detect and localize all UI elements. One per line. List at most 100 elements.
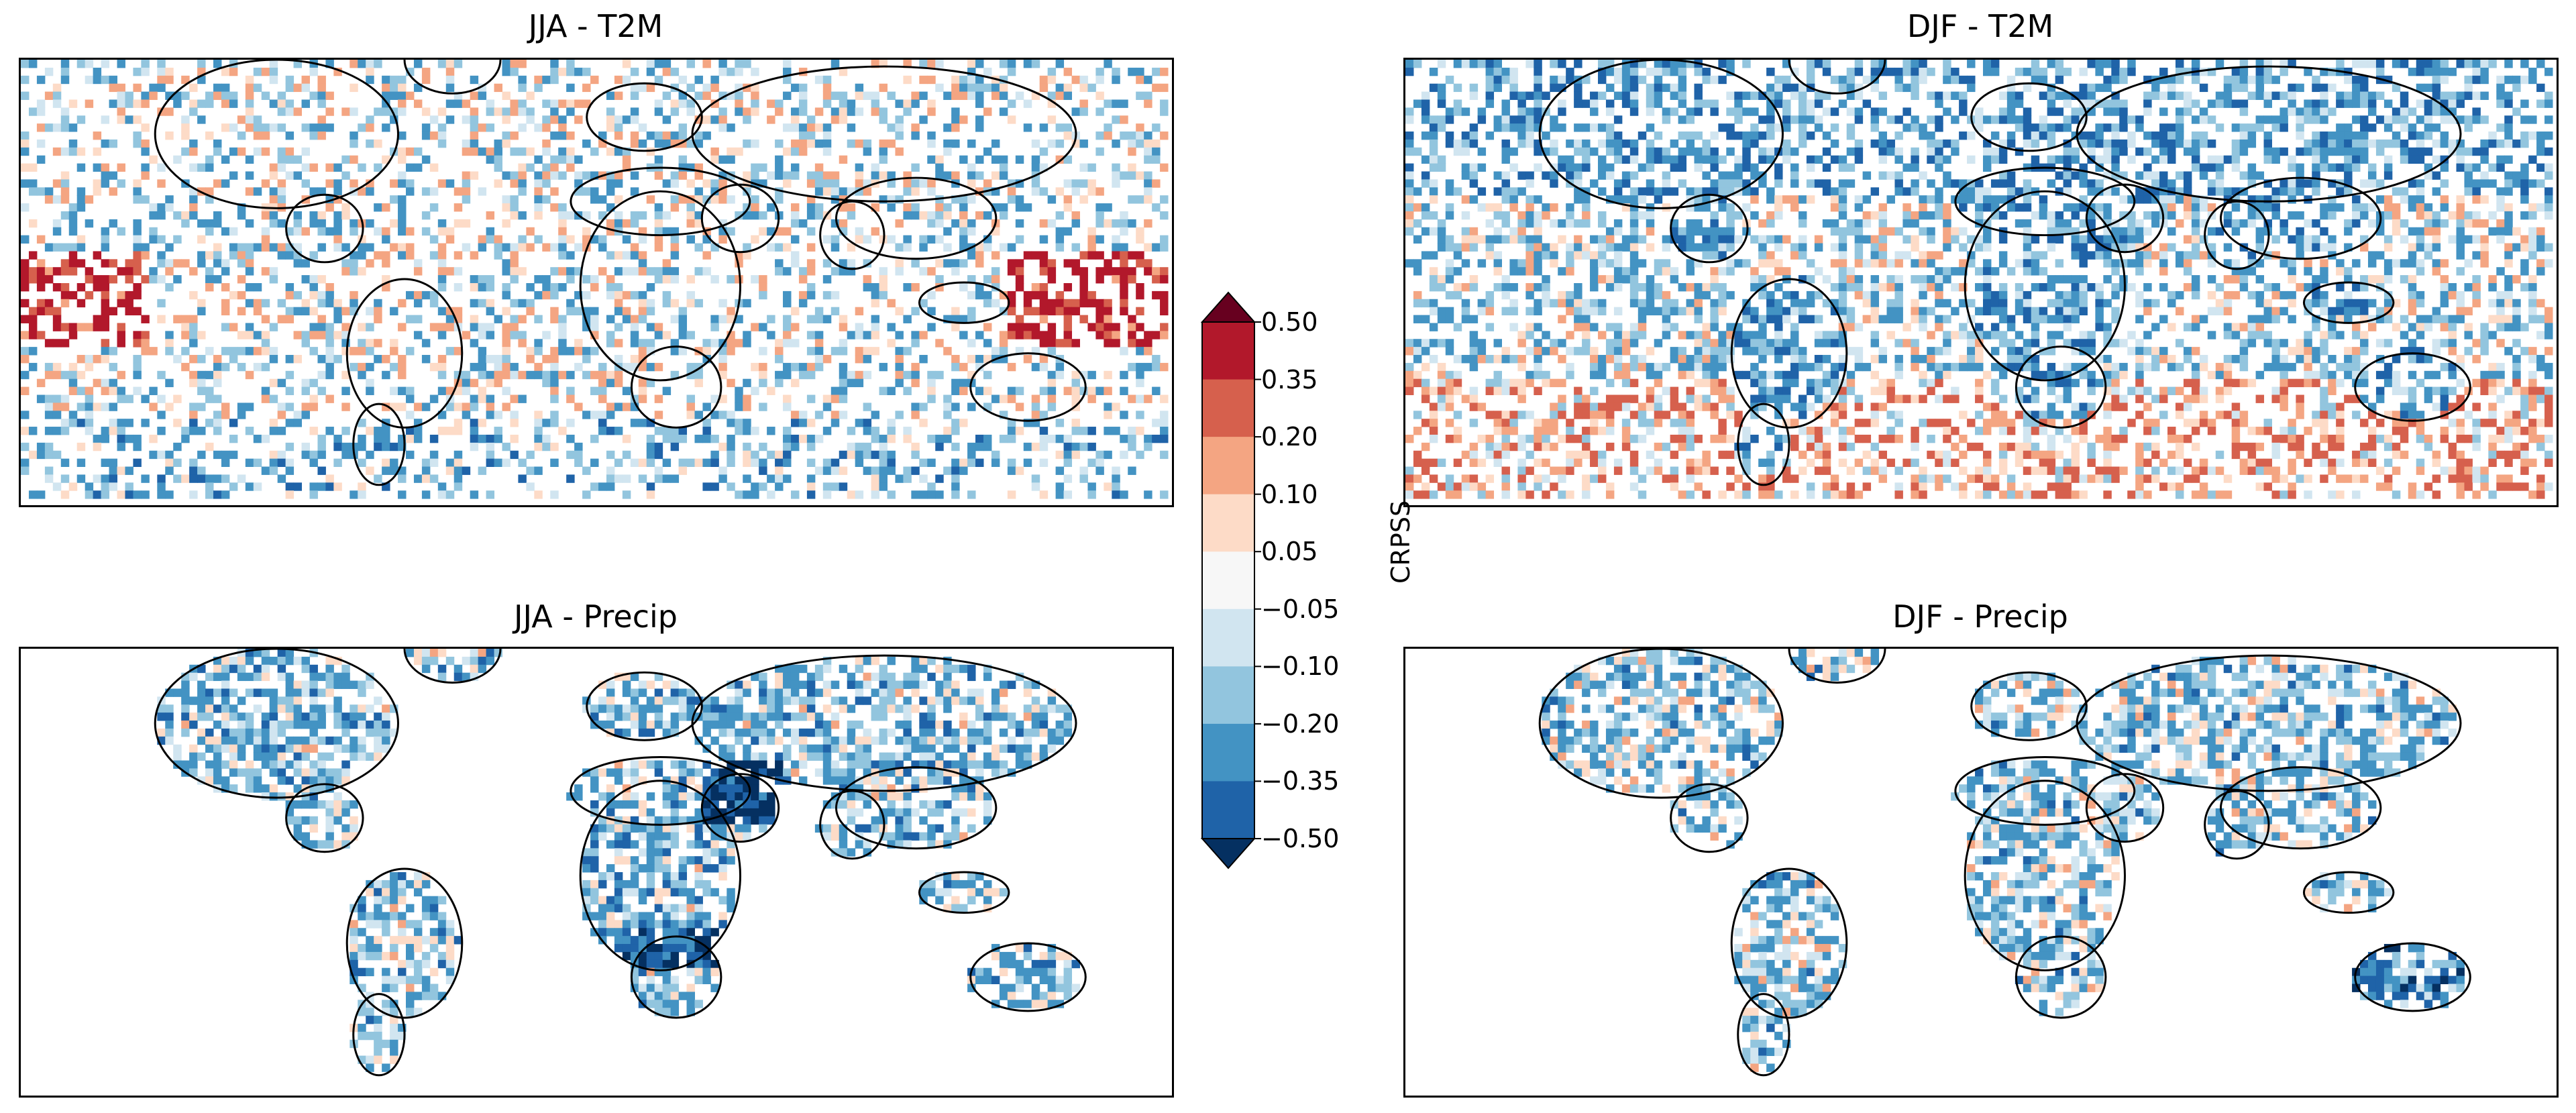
- grid-cell: [325, 179, 334, 188]
- grid-cell: [478, 386, 487, 395]
- grid-cell: [325, 107, 334, 116]
- grid-cell: [1694, 107, 1703, 116]
- grid-cell: [1152, 267, 1161, 276]
- grid-cell: [1429, 123, 1438, 132]
- grid-cell: [1469, 163, 1479, 172]
- grid-cell: [165, 267, 174, 276]
- grid-cell: [1136, 75, 1144, 85]
- grid-cell: [1646, 179, 1655, 188]
- grid-cell: [630, 83, 639, 93]
- grid-cell: [1629, 83, 1639, 93]
- grid-cell: [622, 307, 631, 316]
- grid-cell: [2215, 91, 2224, 100]
- grid-cell: [1678, 91, 1687, 100]
- grid-cell: [2143, 171, 2152, 180]
- grid-cell: [1128, 163, 1136, 172]
- grid-cell: [149, 450, 158, 460]
- grid-cell: [1104, 307, 1112, 316]
- grid-cell: [1798, 115, 1807, 124]
- grid-cell: [887, 171, 896, 180]
- grid-cell: [2528, 155, 2537, 164]
- grid-cell: [2528, 67, 2537, 76]
- grid-cell: [133, 195, 142, 204]
- grid-cell: [1015, 219, 1024, 228]
- grid-cell: [871, 427, 880, 435]
- grid-cell: [221, 67, 230, 76]
- grid-cell: [358, 339, 366, 348]
- grid-cell: [2047, 179, 2056, 188]
- grid-cell: [1160, 243, 1169, 252]
- grid-cell: [2191, 219, 2200, 228]
- grid-cell: [277, 403, 286, 411]
- grid-cell: [751, 203, 759, 212]
- grid-cell: [959, 315, 968, 323]
- grid-cell: [470, 442, 479, 452]
- grid-cell: [253, 482, 262, 491]
- grid-cell: [2263, 115, 2272, 124]
- grid-cell: [558, 67, 567, 76]
- grid-cell: [1646, 123, 1655, 132]
- grid-cell: [1927, 195, 1935, 204]
- grid-cell: [341, 403, 350, 411]
- grid-cell: [2231, 219, 2241, 228]
- grid-cell: [317, 434, 326, 443]
- grid-cell: [895, 347, 904, 356]
- grid-cell: [1782, 139, 1791, 148]
- grid-cell: [1798, 243, 1807, 252]
- grid-cell: [1120, 386, 1128, 395]
- grid-cell: [638, 362, 647, 372]
- grid-cell: [759, 482, 767, 491]
- grid-cell: [1079, 427, 1088, 435]
- grid-cell: [173, 442, 182, 452]
- grid-cell: [2480, 155, 2489, 164]
- grid-cell: [413, 403, 423, 411]
- grid-cell: [2408, 179, 2417, 188]
- grid-cell: [221, 179, 230, 188]
- grid-cell: [462, 243, 471, 252]
- grid-cell: [2296, 235, 2304, 244]
- grid-cell: [261, 235, 270, 244]
- grid-cell: [2006, 171, 2016, 180]
- grid-cell: [2015, 187, 2024, 196]
- grid-cell: [141, 251, 150, 260]
- grid-cell: [830, 267, 840, 276]
- grid-cell: [1605, 227, 1615, 236]
- grid-cell: [975, 155, 984, 164]
- grid-cell: [1613, 251, 1623, 260]
- grid-cell: [213, 275, 222, 284]
- grid-cell: [1959, 243, 1968, 252]
- grid-cell: [1461, 195, 1470, 204]
- grid-cell: [374, 60, 382, 68]
- grid-cell: [421, 290, 431, 300]
- grid-cell: [2536, 243, 2545, 252]
- grid-cell: [1493, 211, 1502, 220]
- grid-cell: [437, 331, 447, 339]
- grid-cell: [1055, 339, 1065, 348]
- grid-cell: [743, 378, 751, 388]
- grid-cell: [822, 75, 832, 85]
- grid-cell: [510, 411, 519, 419]
- grid-cell: [125, 434, 133, 443]
- grid-cell: [510, 243, 519, 252]
- grid-cell: [1854, 67, 1864, 76]
- grid-cell: [1405, 67, 1414, 76]
- grid-cell: [293, 419, 303, 427]
- grid-cell: [1734, 171, 1743, 180]
- grid-cell: [2063, 147, 2072, 156]
- grid-cell: [1613, 67, 1623, 76]
- grid-cell: [2215, 60, 2224, 68]
- grid-cell: [582, 275, 591, 284]
- grid-cell: [85, 419, 94, 427]
- grid-cell: [68, 219, 78, 228]
- grid-cell: [1951, 235, 1960, 244]
- grid-cell: [494, 315, 502, 323]
- grid-cell: [822, 259, 832, 268]
- grid-cell: [582, 411, 591, 419]
- grid-cell: [590, 323, 599, 331]
- grid-cell: [36, 139, 46, 148]
- grid-cell: [1878, 227, 1887, 236]
- grid-cell: [93, 403, 102, 411]
- grid-cell: [405, 251, 415, 260]
- grid-cell: [871, 299, 880, 308]
- grid-cell: [1726, 219, 1735, 228]
